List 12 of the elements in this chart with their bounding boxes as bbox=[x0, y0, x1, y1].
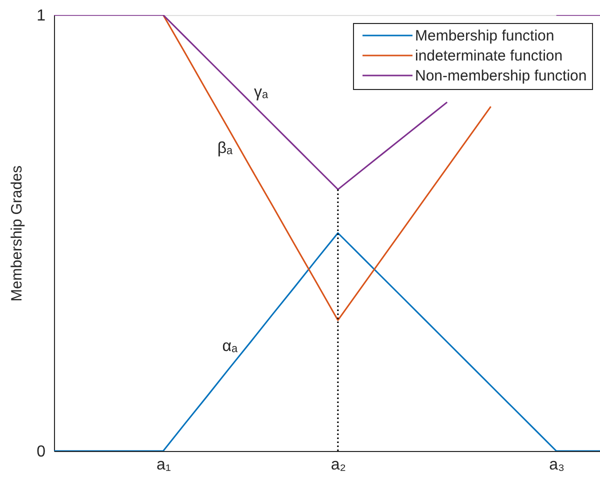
legend-label: Membership function bbox=[415, 28, 554, 44]
x-tick-label: a₃ bbox=[549, 456, 565, 474]
y-tick-label: 1 bbox=[36, 8, 46, 24]
x-tick-label: a₂ bbox=[330, 456, 346, 474]
y-tick-label: 0 bbox=[36, 444, 46, 460]
y-axis-title: Membership Grades bbox=[8, 166, 26, 302]
legend-label: indeterminate function bbox=[415, 48, 563, 64]
legend-label: Non-membership function bbox=[415, 68, 587, 84]
annotation: γₐ bbox=[254, 84, 269, 102]
x-tick-label: a₁ bbox=[156, 456, 171, 474]
annotation: αₐ bbox=[222, 338, 238, 355]
annotation: βₐ bbox=[217, 140, 234, 157]
